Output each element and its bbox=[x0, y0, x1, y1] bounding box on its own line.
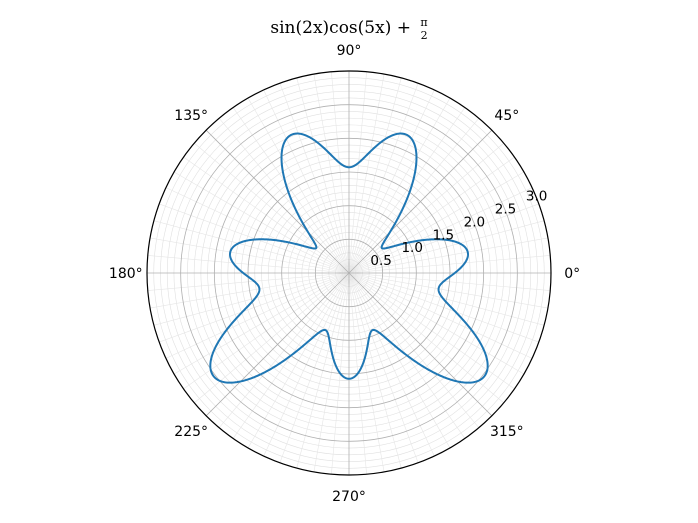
title-end: (5x) + bbox=[358, 18, 411, 38]
r-tick-label: 2.5 bbox=[495, 202, 516, 218]
theta-tick-label: 90° bbox=[337, 43, 362, 59]
title-fraction: π bbox=[420, 16, 427, 29]
title-func: sin bbox=[270, 18, 295, 38]
theta-tick-label: 225° bbox=[174, 424, 208, 440]
r-tick-label: 3.0 bbox=[526, 189, 547, 205]
theta-tick-label: 180° bbox=[109, 266, 143, 282]
r-tick-label: 1.0 bbox=[401, 240, 422, 256]
theta-tick-label: 45° bbox=[494, 108, 519, 124]
r-tick-label: 2.0 bbox=[464, 214, 485, 230]
r-tick-label: 0.5 bbox=[370, 253, 391, 269]
r-tick-label: 1.5 bbox=[433, 227, 454, 243]
theta-tick-label: 270° bbox=[332, 489, 366, 505]
grid bbox=[147, 71, 551, 475]
title-mid: (2x)cos bbox=[296, 18, 358, 38]
title-fraction-den: 2 bbox=[421, 29, 428, 42]
theta-tick-label: 135° bbox=[174, 108, 208, 124]
theta-tick-label: 0° bbox=[564, 266, 580, 282]
theta-tick-label: 315° bbox=[490, 424, 524, 440]
